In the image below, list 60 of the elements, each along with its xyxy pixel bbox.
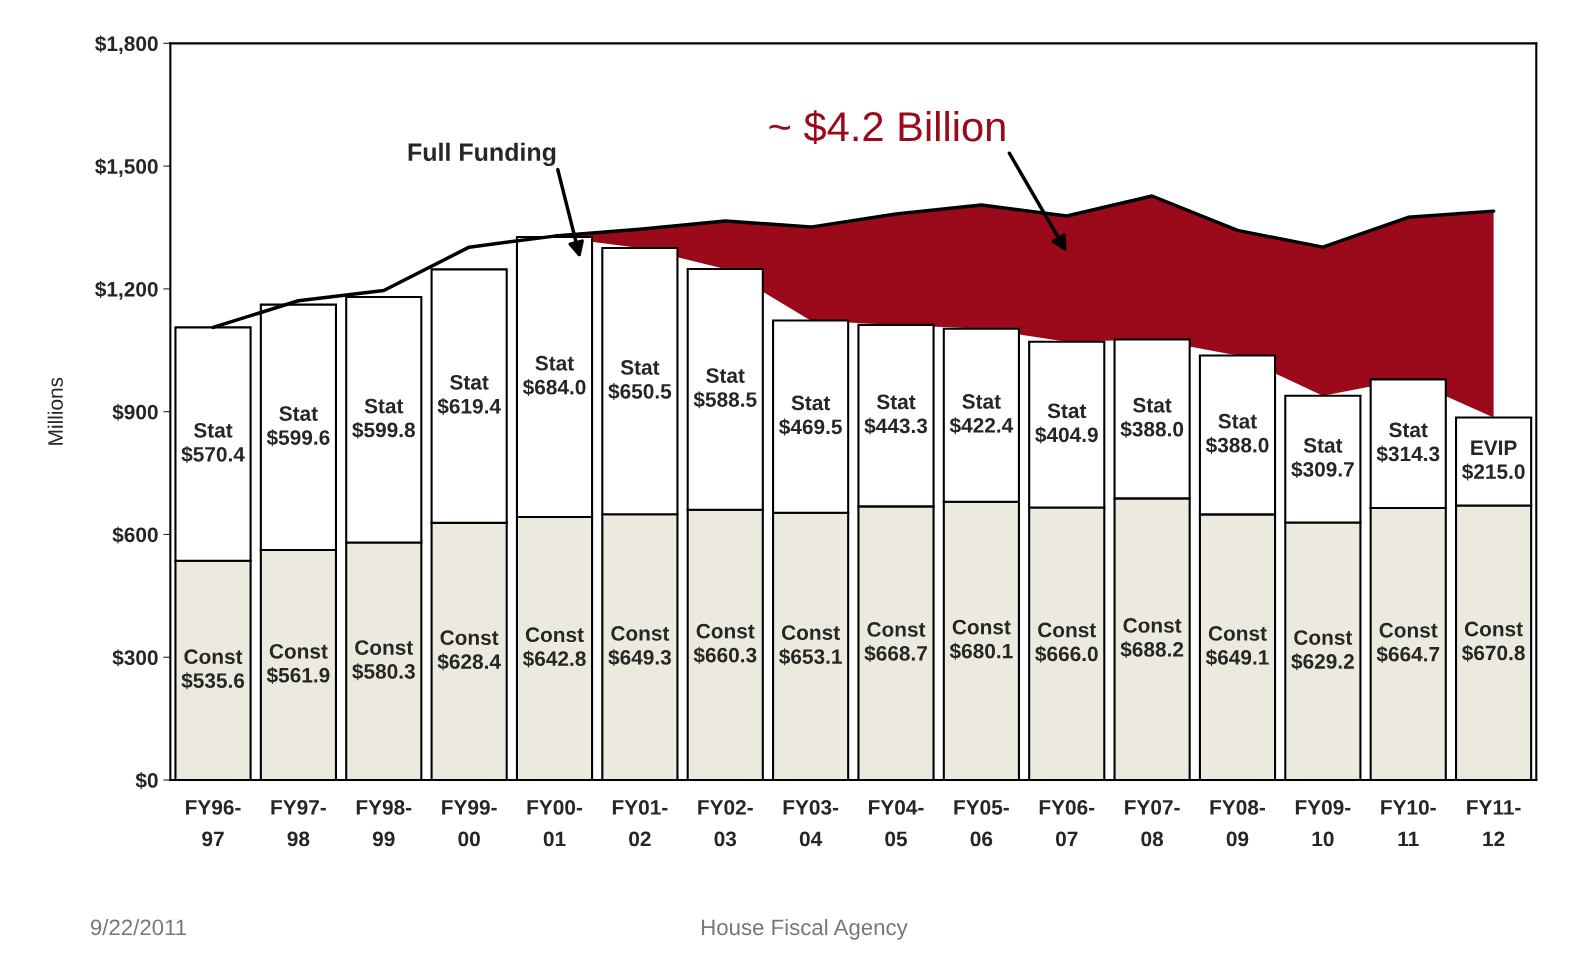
data-label: Const $628.4 <box>437 630 501 671</box>
x-tick-label: FY98- 99 <box>356 800 412 847</box>
data-label: EVIP $215.0 <box>1462 440 1525 481</box>
y-axis-title: Millions <box>47 377 63 445</box>
x-tick-label: FY97- 98 <box>271 800 326 847</box>
annotation: Full Funding <box>408 142 556 167</box>
data-label: Stat $570.4 <box>181 422 245 464</box>
x-tick-label: FY07- 08 <box>1125 800 1180 847</box>
y-tick-label: $600 <box>112 526 158 544</box>
data-label: Const $660.3 <box>693 623 757 664</box>
data-label: Stat $388.0 <box>1205 413 1269 454</box>
data-label: Stat $388.0 <box>1120 397 1184 438</box>
data-label: Stat $314.3 <box>1376 422 1440 463</box>
data-label: Const $680.1 <box>949 619 1013 660</box>
data-label: Const $649.1 <box>1205 626 1269 667</box>
data-label: Stat $469.5 <box>779 395 842 436</box>
x-tick-label: FY00- 01 <box>527 800 583 847</box>
annotation: ~ $4.2 Billion <box>769 110 1005 144</box>
data-label: Const $580.3 <box>352 640 415 681</box>
x-tick-label: FY09- 10 <box>1295 800 1351 847</box>
data-label: Const $688.2 <box>1120 618 1184 659</box>
data-label: Stat $588.5 <box>693 368 757 409</box>
data-label: Stat $599.8 <box>352 398 415 439</box>
data-label: Const $664.7 <box>1376 622 1440 663</box>
text: House Fiscal Agency <box>702 918 908 940</box>
y-tick-label: $0 <box>135 772 158 790</box>
x-tick-label: FY11- 12 <box>1467 800 1521 847</box>
data-label: Stat $404.9 <box>1035 403 1098 444</box>
x-tick-label: FY06- 07 <box>1039 800 1095 847</box>
x-tick-label: FY04- 05 <box>869 800 924 847</box>
data-label: Const $653.1 <box>779 625 842 666</box>
y-tick-label: $1,500 <box>95 158 158 177</box>
text: 9/22/2011 <box>90 918 187 936</box>
data-label: Const $666.0 <box>1035 622 1098 663</box>
data-label: Const $649.3 <box>608 626 671 667</box>
y-tick-label: $900 <box>112 403 158 421</box>
x-tick-label: FY02- 03 <box>698 800 753 847</box>
x-tick-label: FY03- 04 <box>783 800 839 847</box>
y-tick-label: $300 <box>112 649 158 667</box>
x-tick-label: FY99- 00 <box>442 800 497 847</box>
y-tick-label: $1,800 <box>95 35 158 55</box>
data-label: Stat $422.4 <box>949 394 1014 435</box>
x-tick-label: FY96- 97 <box>186 800 241 847</box>
data-label: Const $668.7 <box>864 622 927 663</box>
data-label: Const $535.6 <box>181 649 245 690</box>
data-label: Stat $309.7 <box>1291 438 1354 479</box>
y-tick-label: $1,200 <box>95 280 158 300</box>
x-tick-label: FY08- 09 <box>1210 800 1266 847</box>
x-tick-label: FY01- 02 <box>612 800 668 847</box>
data-label: Const $629.2 <box>1291 630 1354 671</box>
x-tick-label: FY05- 06 <box>954 800 1009 847</box>
data-label: Const $670.8 <box>1462 621 1525 662</box>
data-label: Stat $619.4 <box>437 374 501 415</box>
data-label: Stat $684.0 <box>522 355 586 396</box>
data-label: Const $561.9 <box>266 643 330 684</box>
data-label: Stat $599.6 <box>266 406 330 447</box>
data-label: Stat $443.3 <box>864 394 928 435</box>
data-label: Const $642.8 <box>522 627 586 668</box>
data-label: Stat $650.5 <box>608 360 672 401</box>
x-tick-label: FY10- 11 <box>1381 800 1436 847</box>
